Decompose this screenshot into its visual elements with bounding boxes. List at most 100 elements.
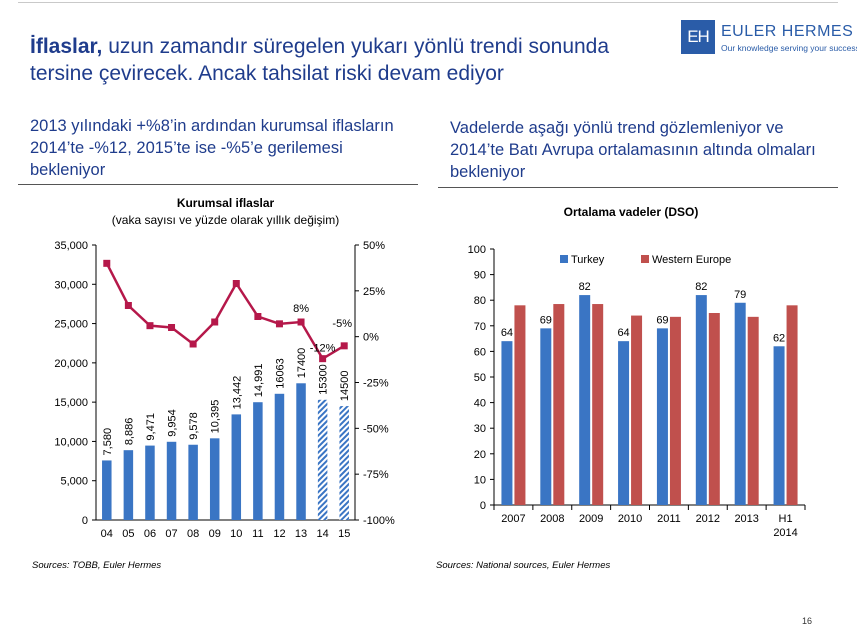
left-subtitle: 2013 yılındaki +%8’in ardından kurumsal … <box>30 117 394 179</box>
bar-turkey <box>501 341 513 505</box>
growth-marker <box>297 318 305 326</box>
bar-value-label: 64 <box>617 327 629 339</box>
page-title-bold: İflaslar, <box>30 35 103 58</box>
x-tick-label: 2012 <box>696 513 720 525</box>
x-tick-label: 06 <box>144 528 156 540</box>
y2-tick-label: -100% <box>363 515 395 527</box>
x-tick-label: 2008 <box>540 513 564 525</box>
y2-tick-label: -75% <box>363 469 389 481</box>
bar <box>253 402 263 520</box>
y2-tick-label: 25% <box>363 286 385 298</box>
growth-marker <box>275 320 283 328</box>
y-tick-label: 30 <box>474 423 486 435</box>
page-title-rest: uzun zamandır süregelen yukarı yönlü tre… <box>30 35 610 85</box>
y-tick-label: 80 <box>474 295 486 307</box>
growth-marker <box>211 318 219 326</box>
bar-western-europe <box>553 304 565 505</box>
legend-swatch <box>560 255 568 263</box>
bar-value-label: 82 <box>695 281 707 293</box>
y-tick-label: 25,000 <box>54 319 88 331</box>
bar-value-label: 10,395 <box>210 400 222 434</box>
growth-marker <box>103 259 111 267</box>
bar-value-label: 14,991 <box>253 364 265 398</box>
bar-value-label: 9,954 <box>167 409 179 437</box>
bar-turkey <box>579 295 591 505</box>
y-tick-label: 35,000 <box>54 240 88 252</box>
bar-value-label: 8,886 <box>123 418 135 446</box>
y-tick-label: 10,000 <box>54 436 88 448</box>
bar-value-label: 9,471 <box>145 413 157 441</box>
bar-turkey <box>656 328 668 505</box>
x-tick-label: 10 <box>230 528 242 540</box>
bar-turkey <box>734 302 746 505</box>
bar-value-label: 69 <box>656 314 668 326</box>
euler-hermes-logo: EH EULER HERMES Our knowledge serving yo… <box>681 20 857 64</box>
legend-swatch <box>641 255 649 263</box>
bar-value-label: 16063 <box>274 358 286 389</box>
bar <box>102 460 112 520</box>
bar-value-label: 9,578 <box>188 412 200 440</box>
bar-value-label: 79 <box>734 289 746 301</box>
logo-mark: EH <box>681 20 715 54</box>
bar <box>296 383 306 520</box>
bar-turkey <box>618 341 630 505</box>
y-tick-label: 10 <box>474 474 486 486</box>
bar-western-europe <box>592 304 604 505</box>
growth-marker <box>232 280 240 287</box>
y-tick-label: 30,000 <box>54 279 88 291</box>
y2-tick-label: -25% <box>363 378 389 390</box>
growth-marker <box>319 355 327 363</box>
y-tick-label: 40 <box>474 398 486 410</box>
x-tick-label: 05 <box>122 528 134 540</box>
x-tick-label: 15 <box>338 528 350 540</box>
right-source: Sources: National sources, Euler Hermes <box>436 560 611 571</box>
x-tick-label: H1 <box>779 513 793 525</box>
top-divider <box>18 2 838 3</box>
growth-label: -5% <box>332 318 352 330</box>
x-tick-label: 08 <box>187 528 199 540</box>
growth-label: -12% <box>310 343 336 355</box>
left-source: Sources: TOBB, Euler Hermes <box>32 560 162 571</box>
y2-tick-label: 0% <box>363 332 379 344</box>
legend-label: Western Europe <box>652 254 731 266</box>
logo-tagline: Our knowledge serving your success <box>721 43 857 53</box>
bar-value-label: 64 <box>501 327 513 339</box>
y-tick-label: 50 <box>474 372 486 384</box>
bar-value-label: 13,442 <box>231 376 243 410</box>
x-tick-label: 11 <box>252 528 263 540</box>
bar-western-europe <box>747 316 759 505</box>
logo-name: EULER HERMES <box>721 23 854 40</box>
growth-marker <box>254 313 262 320</box>
bar-turkey <box>540 328 552 505</box>
bar <box>188 444 198 520</box>
growth-marker <box>189 340 197 348</box>
y-tick-label: 70 <box>474 321 486 333</box>
x-tick-label: 07 <box>165 528 177 540</box>
bar <box>274 393 285 520</box>
y-tick-label: 20 <box>474 449 486 461</box>
y-tick-label: 60 <box>474 346 486 358</box>
chart-subtitle: (vaka sayısı ve yüzde olarak yıllık deği… <box>112 213 339 227</box>
x-tick-label: 2011 <box>657 513 681 525</box>
x-tick-label: 09 <box>209 528 221 540</box>
y-tick-label: 0 <box>480 500 486 512</box>
y-tick-label: 15,000 <box>54 397 88 409</box>
bar <box>317 399 328 520</box>
growth-marker <box>168 324 176 331</box>
x-tick-label: 04 <box>101 528 113 540</box>
bar-western-europe <box>708 313 720 505</box>
bar-value-label: 62 <box>773 332 785 344</box>
bar-value-label: 17400 <box>296 348 308 379</box>
y2-tick-label: 50% <box>363 240 385 252</box>
right-subtitle: Vadelerde aşağı yönlü trend gözlemleniyo… <box>450 119 816 181</box>
x-tick-label: 2007 <box>501 513 525 525</box>
growth-label: 8% <box>293 303 309 315</box>
bar <box>145 445 155 520</box>
bar-western-europe <box>786 305 798 505</box>
x-tick-label: 12 <box>273 528 285 540</box>
bar-western-europe <box>514 305 526 505</box>
bar-value-label: 15300 <box>318 364 330 395</box>
y-tick-label: 90 <box>474 270 486 282</box>
